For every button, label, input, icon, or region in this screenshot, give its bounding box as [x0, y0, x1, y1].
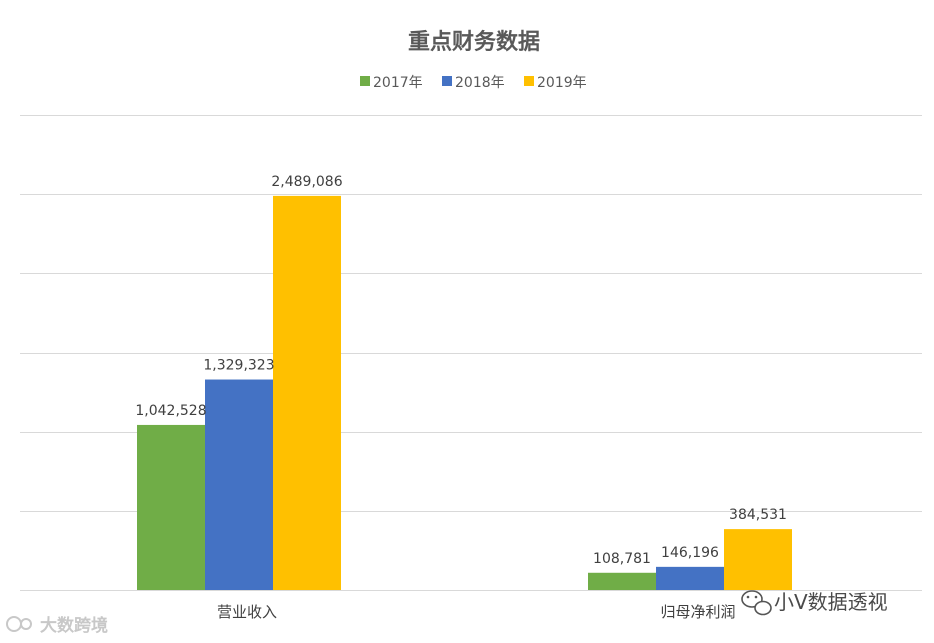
bottom-left-logo-icon — [6, 616, 32, 632]
chart-title: 重点财务数据 — [408, 29, 540, 55]
bar-revenue-2019 — [273, 195, 341, 590]
data-label-revenue-2017: 1,042,528 — [135, 403, 206, 419]
bars — [137, 195, 792, 590]
data-labels: 1,042,528 1,329,323 2,489,086 108,781 146,19… — [135, 174, 787, 567]
legend-swatch-2018 — [442, 76, 452, 86]
watermark-bottom-left: 大数跨境 — [40, 615, 108, 636]
data-label-net-profit-2017: 108,781 — [593, 551, 651, 567]
legend-swatch-2019 — [524, 76, 534, 86]
bar-revenue-2017 — [137, 424, 205, 590]
category-label-net-profit: 归母净利润 — [660, 603, 735, 621]
legend-label-2017: 2017年 — [373, 75, 423, 91]
data-label-revenue-2018: 1,329,323 — [203, 358, 274, 374]
bar-net-profit-2018 — [656, 566, 724, 590]
bar-net-profit-2017 — [588, 572, 656, 590]
bar-revenue-2018 — [205, 379, 273, 590]
category-label-revenue: 营业收入 — [217, 603, 277, 621]
data-label-revenue-2019: 2,489,086 — [271, 174, 342, 190]
legend-label-2018: 2018年 — [455, 75, 505, 91]
legend: 2017年 2018年 2019年 — [360, 75, 587, 91]
bar-net-profit-2019 — [724, 529, 792, 590]
legend-label-2019: 2019年 — [537, 75, 587, 91]
legend-swatch-2017 — [360, 76, 370, 86]
data-label-net-profit-2018: 146,196 — [661, 545, 719, 561]
watermark-wechat-account: 小V数据透视 — [774, 590, 888, 614]
data-label-net-profit-2019: 384,531 — [729, 507, 787, 523]
wechat-logo-icon — [741, 590, 772, 616]
